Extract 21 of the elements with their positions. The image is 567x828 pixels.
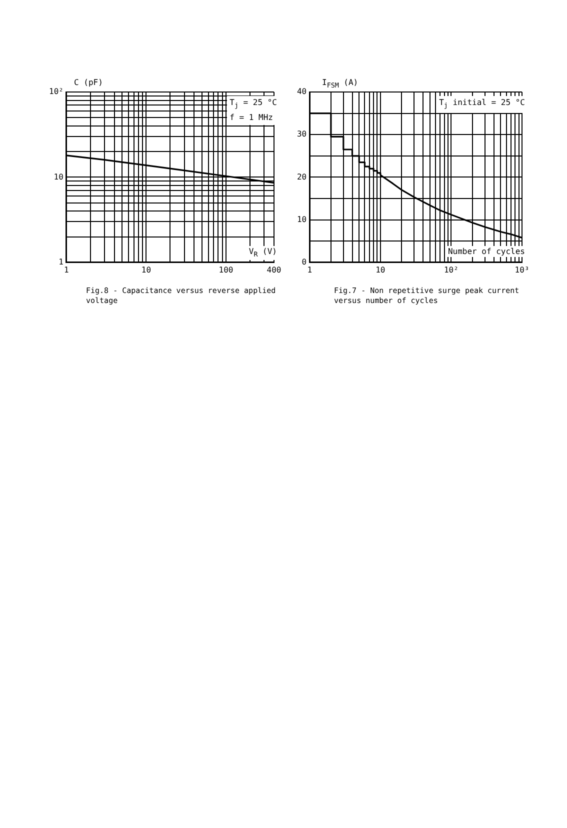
annotation: T$_{j}$ initial = 25 °C [439,97,525,112]
annotation: T$_{j}$ = 25 °C [230,97,277,112]
x-tick-label: 10 [376,265,386,274]
y-tick-label: 40 [296,87,307,96]
y-tick-label: 20 [296,172,307,182]
x-tick-label: 100 [218,265,234,274]
y-tick-label: 1 [58,257,64,266]
x-tick-label: 400 [266,265,282,274]
x-axis-title: Number of cycles [444,246,528,257]
y-tick-label: 10 [54,172,64,182]
x-tick-label: 10² [444,265,458,274]
x-axis-title: V$_{R}$ (V) [246,246,280,260]
annotation: f = 1 MHz [230,112,274,124]
y-axis-title: C (pF) [74,78,103,87]
x-tick-label: 10³ [514,265,530,274]
y-tick-label: 10² [48,87,64,96]
x-tick-label: 10 [141,265,152,274]
y-tick-label: 10 [296,214,307,224]
y-axis-title: I$_{FSM}$ (A) [322,78,358,90]
y-tick-label: 30 [296,130,307,139]
y-tick-label: 0 [302,257,307,266]
